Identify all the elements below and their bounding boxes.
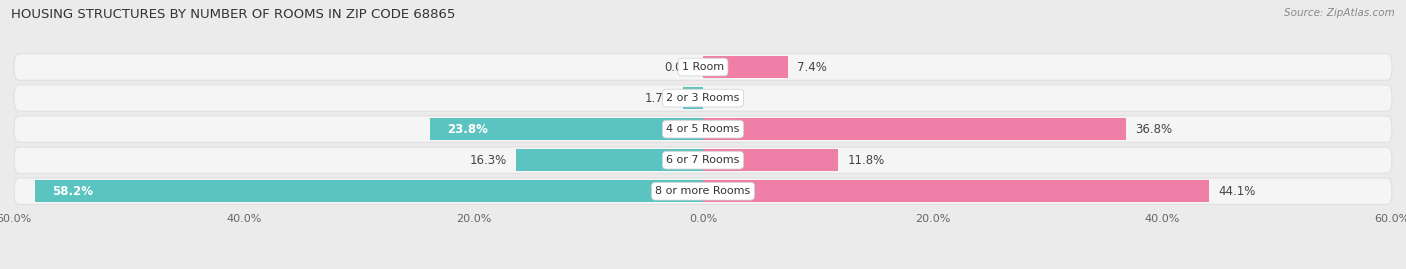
Bar [683, 87, 703, 109]
Text: 0.0%: 0.0% [664, 61, 693, 73]
Text: 16.3%: 16.3% [470, 154, 506, 167]
Bar [430, 118, 703, 140]
Text: 6 or 7 Rooms: 6 or 7 Rooms [666, 155, 740, 165]
FancyBboxPatch shape [14, 178, 1392, 204]
Text: 8 or more Rooms: 8 or more Rooms [655, 186, 751, 196]
Text: HOUSING STRUCTURES BY NUMBER OF ROOMS IN ZIP CODE 68865: HOUSING STRUCTURES BY NUMBER OF ROOMS IN… [11, 8, 456, 21]
FancyBboxPatch shape [14, 116, 1392, 142]
FancyBboxPatch shape [14, 54, 1392, 80]
Text: 23.8%: 23.8% [447, 123, 488, 136]
Text: 0.0%: 0.0% [713, 91, 742, 105]
Legend: Owner-occupied, Renter-occupied: Owner-occupied, Renter-occupied [572, 266, 834, 269]
Bar [35, 180, 703, 202]
Bar [703, 118, 1126, 140]
Text: 1.7%: 1.7% [644, 91, 675, 105]
Text: 1 Room: 1 Room [682, 62, 724, 72]
Text: Source: ZipAtlas.com: Source: ZipAtlas.com [1284, 8, 1395, 18]
Text: 7.4%: 7.4% [797, 61, 827, 73]
Text: 36.8%: 36.8% [1135, 123, 1171, 136]
Text: 2 or 3 Rooms: 2 or 3 Rooms [666, 93, 740, 103]
Text: 11.8%: 11.8% [848, 154, 884, 167]
Bar [703, 149, 838, 171]
Text: 58.2%: 58.2% [52, 185, 93, 198]
Text: 44.1%: 44.1% [1219, 185, 1256, 198]
Bar [703, 56, 787, 78]
Bar [516, 149, 703, 171]
Text: 4 or 5 Rooms: 4 or 5 Rooms [666, 124, 740, 134]
FancyBboxPatch shape [14, 85, 1392, 111]
Bar [703, 180, 1209, 202]
FancyBboxPatch shape [14, 147, 1392, 173]
